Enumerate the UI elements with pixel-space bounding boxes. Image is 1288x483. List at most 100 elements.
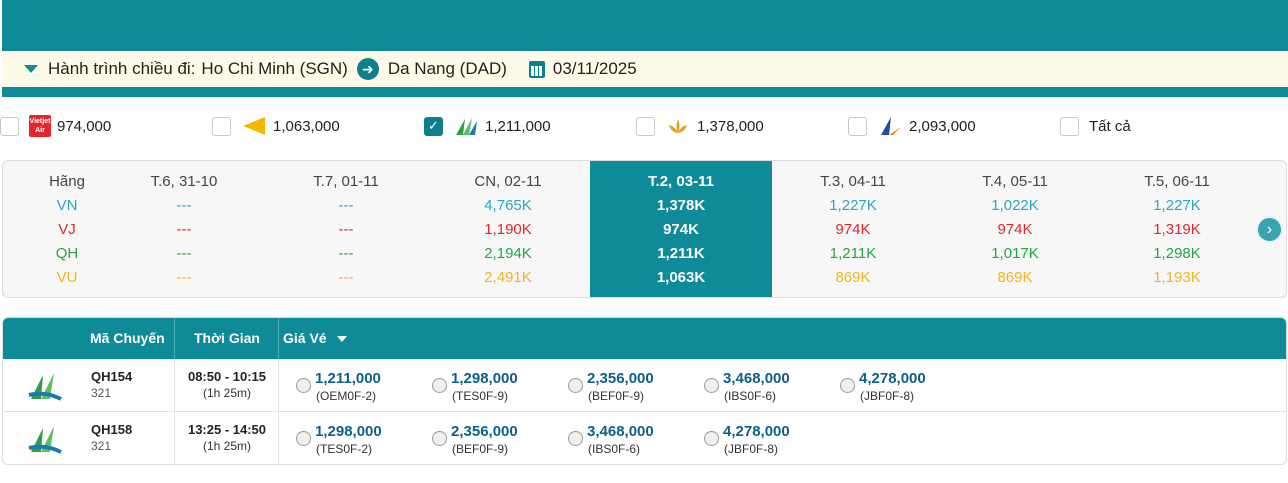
flight-time: 08:50 - 10:15 <box>187 369 267 384</box>
matrix-day-column[interactable]: T.4, 05-11 1,022K 974K 1,017K 869K <box>934 161 1096 297</box>
price-cell[interactable]: 1,298K <box>1153 245 1201 262</box>
divider <box>174 359 175 412</box>
airline-filter-vietravel[interactable]: 1,063,000 <box>212 113 340 139</box>
route-label: Hành trình chiều đi: <box>48 59 196 78</box>
vietravel-logo-icon <box>241 115 267 137</box>
price-cell[interactable]: --- <box>176 245 192 262</box>
col-header-price-label: Giá Vé <box>283 330 327 346</box>
fare-radio[interactable] <box>296 431 311 446</box>
matrix-day-column[interactable]: T.5, 06-11 1,227K 1,319K 1,298K 1,193K <box>1096 161 1258 297</box>
filter-price: 2,093,000 <box>909 117 976 135</box>
price-cell[interactable]: --- <box>176 269 192 286</box>
flight-duration: (1h 25m) <box>202 386 252 400</box>
aircraft-type: 321 <box>91 439 112 453</box>
bamboo-logo-icon <box>453 115 479 137</box>
price-cell[interactable]: --- <box>338 269 354 286</box>
matrix-day-column-selected[interactable]: T.2, 03-11 1,378K 974K 1,211K 1,063K <box>590 161 772 297</box>
caret-down-icon[interactable] <box>24 65 38 73</box>
airline-filter-pacific[interactable]: 2,093,000 <box>848 113 976 139</box>
fare-radio[interactable] <box>704 378 719 393</box>
price-cell[interactable]: 1,227K <box>1153 197 1201 214</box>
fare-radio[interactable] <box>568 378 583 393</box>
day-label: T.6, 31-10 <box>150 173 218 190</box>
airline-filter-vietnam-airlines[interactable]: 1,378,000 <box>636 113 764 139</box>
price-cell[interactable]: 2,491K <box>484 269 532 286</box>
fare-radio[interactable] <box>840 378 855 393</box>
airline-filter-vietjet[interactable]: Vietjet Air 974,000 <box>0 113 111 139</box>
fare-amount: 4,278,000 <box>723 423 790 440</box>
divider <box>278 318 279 359</box>
price-cell[interactable]: 1,022K <box>991 197 1039 214</box>
checkbox[interactable] <box>636 116 655 136</box>
destination-text: Da Nang (DAD) <box>387 59 507 78</box>
airline-code: QH <box>55 245 79 262</box>
filter-price: 1,063,000 <box>273 117 340 135</box>
price-cell[interactable]: --- <box>338 197 354 214</box>
fare-radio[interactable] <box>432 431 447 446</box>
departure-date[interactable]: 03/11/2025 <box>552 59 637 78</box>
checkbox-checked[interactable]: ✓ <box>424 116 443 136</box>
airline-filter-bamboo[interactable]: ✓ 1,211,000 <box>424 113 551 139</box>
col-header-time: Thời Gian <box>194 330 260 346</box>
price-cell[interactable]: 869K <box>835 269 871 286</box>
fare-radio[interactable] <box>432 378 447 393</box>
fare-class: (JBF0F-8) <box>860 389 914 403</box>
price-cell[interactable]: 1,193K <box>1153 269 1201 286</box>
price-cell[interactable]: 974K <box>997 221 1033 238</box>
day-label: T.3, 04-11 <box>820 173 886 190</box>
checkbox[interactable] <box>0 116 19 136</box>
price-cell[interactable]: 4,765K <box>484 197 532 214</box>
divider <box>278 359 279 412</box>
fare-class: (TES0F-2) <box>316 442 373 456</box>
header-band-bottom <box>2 87 1288 97</box>
price-cell[interactable]: 974K <box>663 221 699 238</box>
price-cell[interactable]: --- <box>176 197 192 214</box>
fare-class: (BEF0F-9) <box>452 442 509 456</box>
price-cell[interactable]: --- <box>338 221 354 238</box>
airline-code: VJ <box>58 221 76 238</box>
price-cell[interactable]: 869K <box>997 269 1033 286</box>
matrix-day-column[interactable]: T.7, 01-11 --- --- --- --- <box>265 161 427 297</box>
checkbox[interactable] <box>1060 116 1079 136</box>
sort-caret-icon[interactable] <box>336 336 347 343</box>
price-cell[interactable]: 1,017K <box>991 245 1039 262</box>
matrix-day-column[interactable]: T.3, 04-11 1,227K 974K 1,211K 869K <box>772 161 934 297</box>
airline-code: VN <box>56 197 78 214</box>
fare-radio[interactable] <box>568 431 583 446</box>
checkbox[interactable] <box>848 116 867 136</box>
price-cell[interactable]: 1,211K <box>829 245 877 262</box>
fare-class: (OEM0F-2) <box>316 389 376 403</box>
price-cell[interactable]: 1,190K <box>484 221 532 238</box>
bamboo-logo-icon <box>27 422 65 456</box>
fare-amount: 1,211,000 <box>315 370 381 387</box>
flight-time: 13:25 - 14:50 <box>187 422 267 437</box>
col-header-price[interactable]: Giá Vé <box>283 318 347 359</box>
filter-all-label: Tất cả <box>1089 117 1131 135</box>
checkbox[interactable] <box>212 116 231 136</box>
price-cell[interactable]: --- <box>338 245 354 262</box>
day-label: T.7, 01-11 <box>313 173 379 190</box>
price-cell[interactable]: 1,211K <box>657 245 705 262</box>
table-header: Mã Chuyến Thời Gian Giá Vé <box>3 318 1286 359</box>
price-cell[interactable]: 1,227K <box>829 197 877 214</box>
fare-radio[interactable] <box>296 378 311 393</box>
price-cell[interactable]: 1,378K <box>656 197 706 214</box>
fare-amount: 3,468,000 <box>587 423 654 440</box>
price-cell[interactable]: 1,319K <box>1153 221 1201 238</box>
price-cell[interactable]: --- <box>176 221 192 238</box>
matrix-day-column[interactable]: T.6, 31-10 --- --- --- --- <box>103 161 265 297</box>
airline-code: VU <box>56 269 78 286</box>
divider <box>174 412 175 464</box>
price-cell[interactable]: 1,063K <box>656 269 706 286</box>
fare-radio[interactable] <box>704 431 719 446</box>
next-days-button[interactable]: › <box>1256 216 1283 243</box>
vietjet-logo-icon: Vietjet Air <box>29 115 51 137</box>
price-cell[interactable]: 2,194K <box>484 245 532 262</box>
arrow-right-icon: ➜ <box>356 58 379 80</box>
matrix-header: Hãng <box>49 173 85 190</box>
price-cell[interactable]: 974K <box>835 221 871 238</box>
calendar-icon <box>528 60 545 78</box>
matrix-day-column[interactable]: CN, 02-11 4,765K 1,190K 2,194K 2,491K <box>427 161 589 297</box>
fare-amount: 2,356,000 <box>451 423 518 440</box>
airline-filter-all[interactable]: Tất cả <box>1060 113 1131 139</box>
